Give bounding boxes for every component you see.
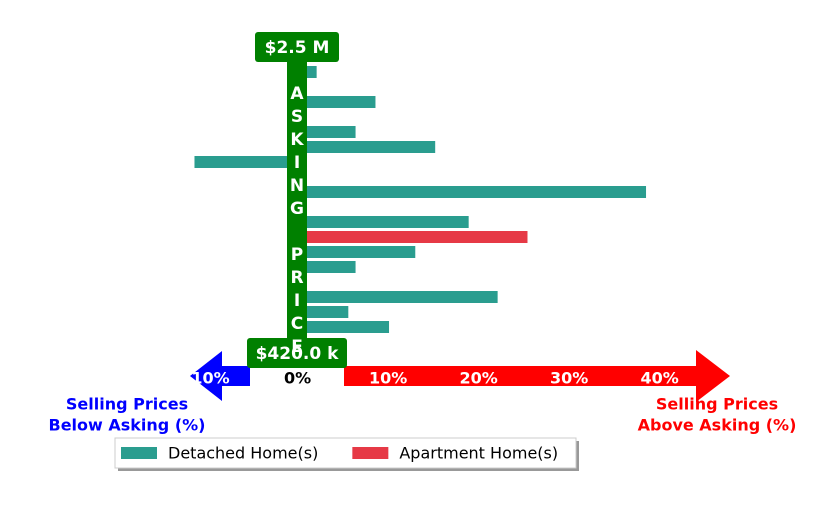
bar [297,306,349,318]
bar [297,291,498,303]
legend-label: Apartment Home(s) [399,444,558,463]
x-tick-label: 40% [640,369,678,388]
x-tick-label: 0% [284,369,311,388]
side-label: Selling Prices [656,395,778,414]
bar [297,231,528,243]
price-box [255,32,339,62]
price-label: $2.5 M [265,38,330,58]
side-label: Below Asking (%) [49,416,206,435]
bar [297,261,356,273]
legend-swatch [121,447,157,459]
side-label: Selling Prices [66,395,188,414]
asking-column [287,58,307,348]
bar [297,321,390,333]
legend-swatch [352,447,389,459]
x-tick-label: 30% [550,369,588,388]
bar [297,216,469,228]
legend-box [114,437,577,469]
bar [297,126,356,138]
above-arrow [344,350,730,402]
bar [297,186,647,198]
bar [297,96,376,108]
price-box [247,338,347,368]
bar [297,141,436,153]
asking-label: ASKING PRICE [287,84,307,360]
x-tick-label: 20% [459,369,497,388]
price-label: $420.0 k [256,344,340,364]
bar [297,246,416,258]
legend-label: Detached Home(s) [168,444,318,463]
below-arrow [190,351,250,401]
bar [194,156,298,168]
x-tick-label: 10% [369,369,407,388]
x-tick-label: -10% [185,369,230,388]
side-label: Above Asking (%) [638,416,797,435]
